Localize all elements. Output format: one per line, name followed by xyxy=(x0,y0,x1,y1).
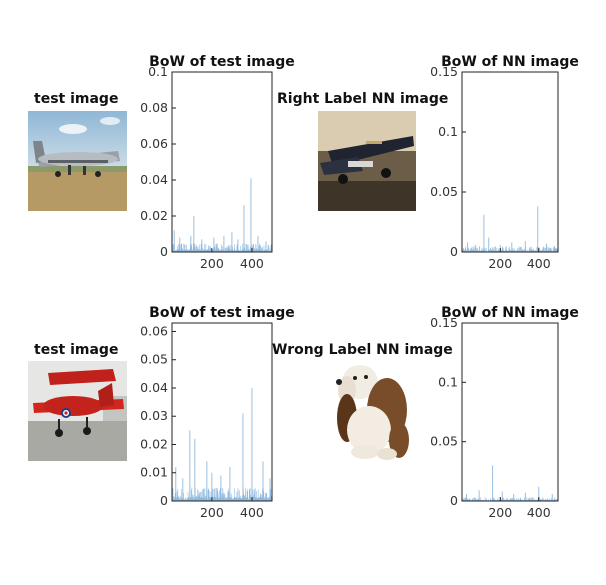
row1-nn-caption: Right Label NN image xyxy=(277,91,449,107)
y-tick-label: 0.02 xyxy=(140,436,168,451)
y-tick-label: 0.04 xyxy=(140,172,168,187)
y-tick-label: 0 xyxy=(450,493,458,508)
x-tick-label: 200 xyxy=(488,505,512,520)
nn-image-basset-hound-photo xyxy=(325,360,415,462)
x-tick-label: 200 xyxy=(488,256,512,271)
x-tick-label: 200 xyxy=(200,505,224,520)
y-tick-label: 0.02 xyxy=(140,208,168,223)
histogram-bars xyxy=(461,206,559,252)
axes-frame xyxy=(171,322,273,502)
y-tick-label: 0 xyxy=(160,493,168,508)
test-image-airplane-photo xyxy=(28,111,127,211)
y-tick-label: 0.05 xyxy=(140,352,168,367)
y-tick-label: 0.1 xyxy=(438,374,458,389)
axes-frame xyxy=(461,322,559,502)
chart-title: BoW of NN image xyxy=(441,305,579,321)
row1-query-caption: test image xyxy=(34,91,119,107)
x-tick-label: 400 xyxy=(527,505,551,520)
test-image-red-airplane-photo xyxy=(28,361,127,461)
y-tick-label: 0.01 xyxy=(140,465,168,480)
x-tick-label: 200 xyxy=(200,256,224,271)
x-tick-label: 400 xyxy=(240,505,264,520)
y-tick-label: 0.15 xyxy=(430,64,458,79)
x-tick-label: 400 xyxy=(527,256,551,271)
axes-frame xyxy=(171,71,273,253)
y-tick-label: 0.06 xyxy=(140,323,168,338)
y-tick-label: 0.03 xyxy=(140,408,168,423)
nn-image-dark-airplane-photo xyxy=(318,111,416,211)
y-tick-label: 0.1 xyxy=(438,124,458,139)
y-tick-label: 0.15 xyxy=(430,315,458,330)
y-tick-label: 0 xyxy=(450,244,458,259)
y-tick-label: 0.1 xyxy=(148,64,168,79)
y-tick-label: 0.04 xyxy=(140,380,168,395)
histogram-bars xyxy=(171,387,273,501)
y-tick-label: 0 xyxy=(160,244,168,259)
y-tick-label: 0.05 xyxy=(430,434,458,449)
histogram-bars xyxy=(461,465,559,501)
chart-title: BoW of NN image xyxy=(441,54,579,70)
y-tick-label: 0.06 xyxy=(140,136,168,151)
chart-title: BoW of test image xyxy=(149,54,295,70)
x-tick-label: 400 xyxy=(240,256,264,271)
axes-frame xyxy=(461,71,559,253)
row2-nn-caption: Wrong Label NN image xyxy=(272,342,453,358)
y-tick-label: 0.05 xyxy=(430,184,458,199)
row2-query-caption: test image xyxy=(34,342,119,358)
chart-title: BoW of test image xyxy=(149,305,295,321)
y-tick-label: 0.08 xyxy=(140,100,168,115)
